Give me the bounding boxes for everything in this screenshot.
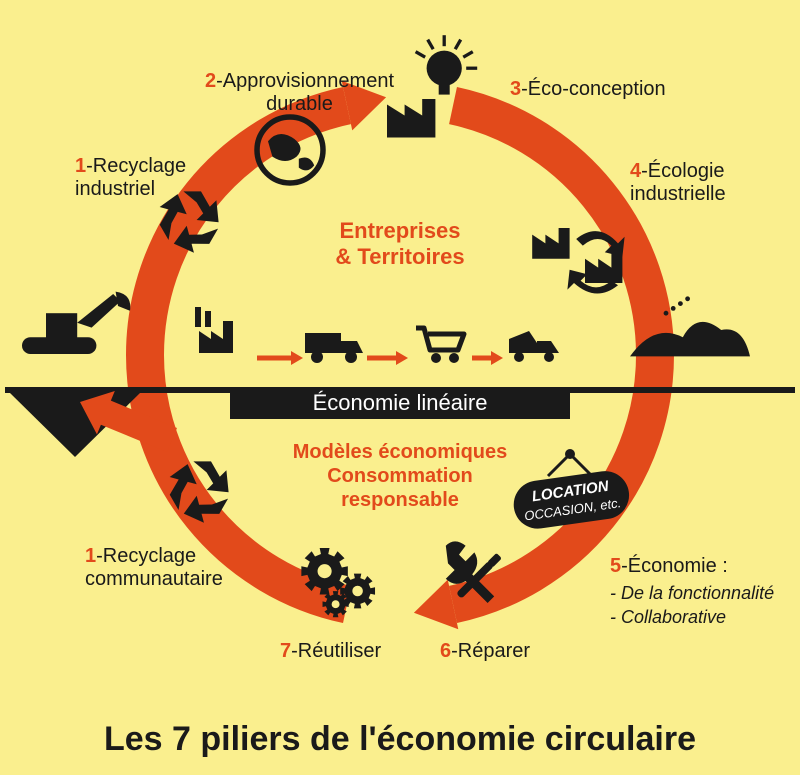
factory-small-icon [195, 307, 233, 353]
linear-economy-label: Économie linéaire [230, 387, 570, 419]
cart-icon [416, 328, 464, 363]
inner-top-label: Entreprises& Territoires [280, 218, 520, 271]
pillar-sublabel: - Collaborative [610, 607, 726, 628]
inner-bottom-label: Modèles économiquesConsommationresponsab… [260, 440, 540, 512]
pillar-label-6: 7-Réutiliser [280, 640, 381, 663]
pillar-sublabel: - De la fonctionnalité [610, 583, 774, 604]
pillar-label-5: 6-Réparer [440, 640, 530, 663]
page-title: Les 7 piliers de l'économie circulaire [0, 720, 800, 759]
pillar-label-4: 5-Économie : [610, 555, 728, 578]
factory-exchange-icon [532, 228, 624, 293]
dump-truck-icon [509, 331, 559, 362]
pillar-label-7: 1-Recyclagecommunautaire [85, 545, 223, 591]
truck-icon [305, 333, 363, 363]
ring-top-arc [453, 106, 655, 605]
excavator-icon [22, 292, 130, 354]
pillar-label-1: 2-Approvisionnementdurable [205, 70, 394, 116]
pillar-label-2: 3-Éco-conception [510, 78, 666, 101]
pillar-label-0: 1-Recyclageindustriel [75, 155, 186, 201]
pillar-label-3: 4-Écologieindustrielle [630, 160, 726, 206]
